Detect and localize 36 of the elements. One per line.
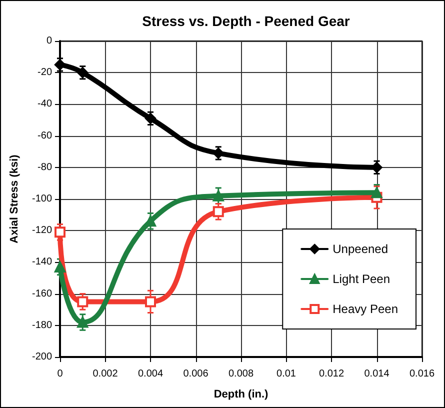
x-tick-label: 0.012	[318, 368, 344, 380]
y-tick-label: -160	[32, 288, 52, 300]
point	[212, 190, 224, 202]
y-tick-label: -100	[32, 194, 52, 204]
y-tick-label: -80	[38, 162, 52, 173]
point	[145, 296, 156, 308]
legend-label: Light Peen	[332, 272, 390, 286]
x-axis-title: Depth (in.)	[214, 388, 269, 400]
point	[77, 296, 88, 308]
y-axis-title: Axial Stress (ksi)	[8, 154, 20, 244]
legend-label: Unpeened	[332, 242, 388, 256]
y-tick-label: 0	[46, 36, 52, 46]
chart-title: Stress vs. Depth - Peened Gear	[142, 13, 350, 29]
y-tick-label: -140	[32, 256, 52, 268]
x-tick-label: 0.01	[276, 368, 296, 380]
x-tick-label: 0.008	[228, 368, 254, 380]
point	[77, 67, 88, 78]
x-tick-label: 0.006	[183, 368, 209, 380]
x-tick-label: 0.016	[409, 368, 435, 380]
point	[77, 316, 88, 328]
y-tick-label: -120	[32, 225, 52, 236]
point	[54, 226, 66, 238]
x-tick-label: 0.002	[92, 368, 118, 380]
y-tick-label: -60	[38, 130, 52, 142]
point	[212, 206, 224, 218]
y-tick-label: -180	[32, 320, 52, 331]
point	[54, 59, 66, 70]
point	[212, 148, 224, 159]
x-tick-label: 0.004	[138, 368, 164, 380]
y-tick-label: -20	[38, 67, 52, 78]
y-tick-label: -200	[32, 352, 52, 362]
point	[54, 261, 66, 272]
x-tick-label: 0	[57, 368, 64, 380]
y-tick-label: -40	[38, 98, 52, 110]
x-tick-label: 0.014	[364, 368, 390, 380]
legend-label: Heavy Peen	[332, 302, 398, 316]
